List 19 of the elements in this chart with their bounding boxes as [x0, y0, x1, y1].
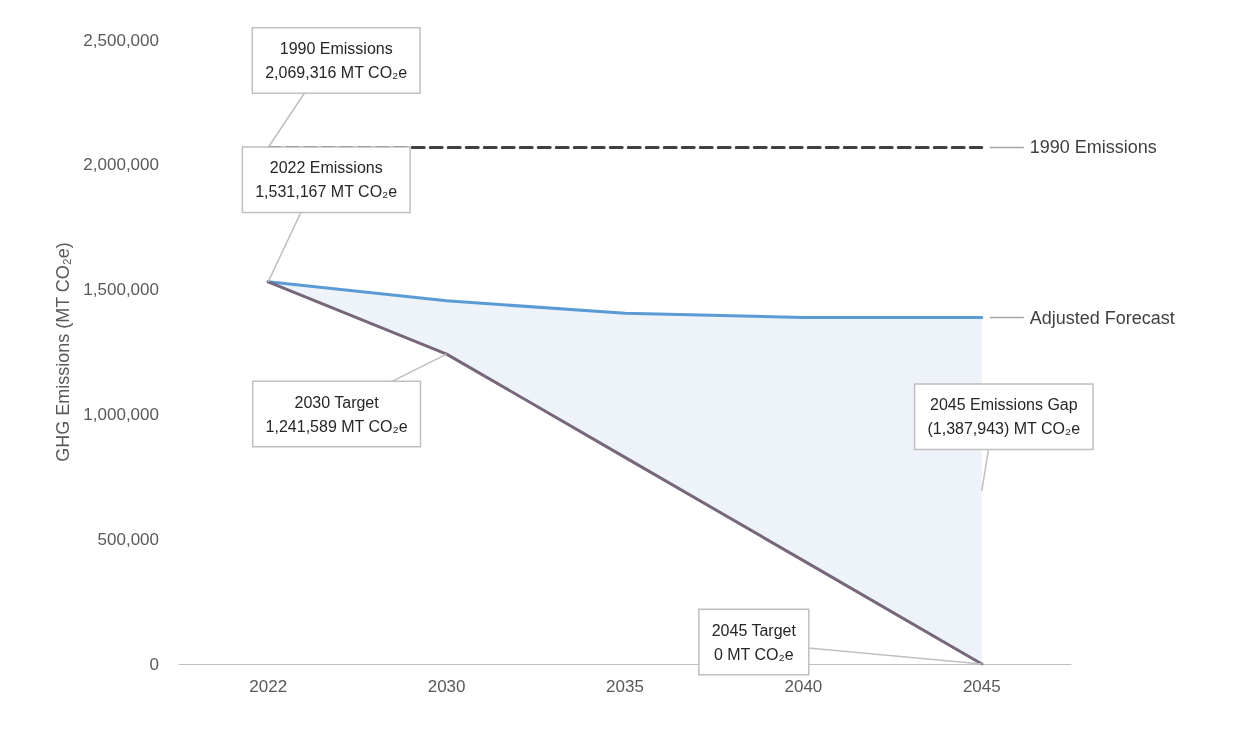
x-tick-label: 2040: [784, 677, 823, 696]
x-tick-label: 2035: [606, 677, 644, 696]
y-tick-label: 1,500,000: [83, 280, 159, 300]
y-tick-label: 2,500,000: [83, 30, 159, 50]
x-tick-label: 2022: [249, 677, 288, 696]
y-tick-label: 2,000,000: [83, 155, 159, 175]
annotation: 2045 Emissions Gap (1,387,943) MT CO₂e: [927, 396, 1081, 438]
annotation: 2022 Emissions 1,531,167 MT CO₂e: [255, 159, 398, 201]
y-tick-label: 0: [149, 654, 159, 674]
annotation: 1990 Emissions 2,069,316 MT CO₂e: [265, 40, 408, 81]
annotation: 2045 Target 0 MT CO₂e: [711, 621, 797, 663]
y-tick-label: 1,000,000: [83, 404, 159, 424]
text: 1990 Emissions: [1029, 137, 1157, 158]
y-tick-label: 500,000: [97, 529, 159, 549]
text: Adjusted Forecast: [1029, 307, 1175, 328]
x-tick-label: 2045: [962, 677, 1001, 696]
annotation: 2030 Target 1,241,589 MT CO₂e: [265, 393, 408, 435]
x-tick-label: 2030: [427, 677, 466, 696]
y-axis-title: GHG Emissions (MT CO₂e): [53, 242, 74, 462]
